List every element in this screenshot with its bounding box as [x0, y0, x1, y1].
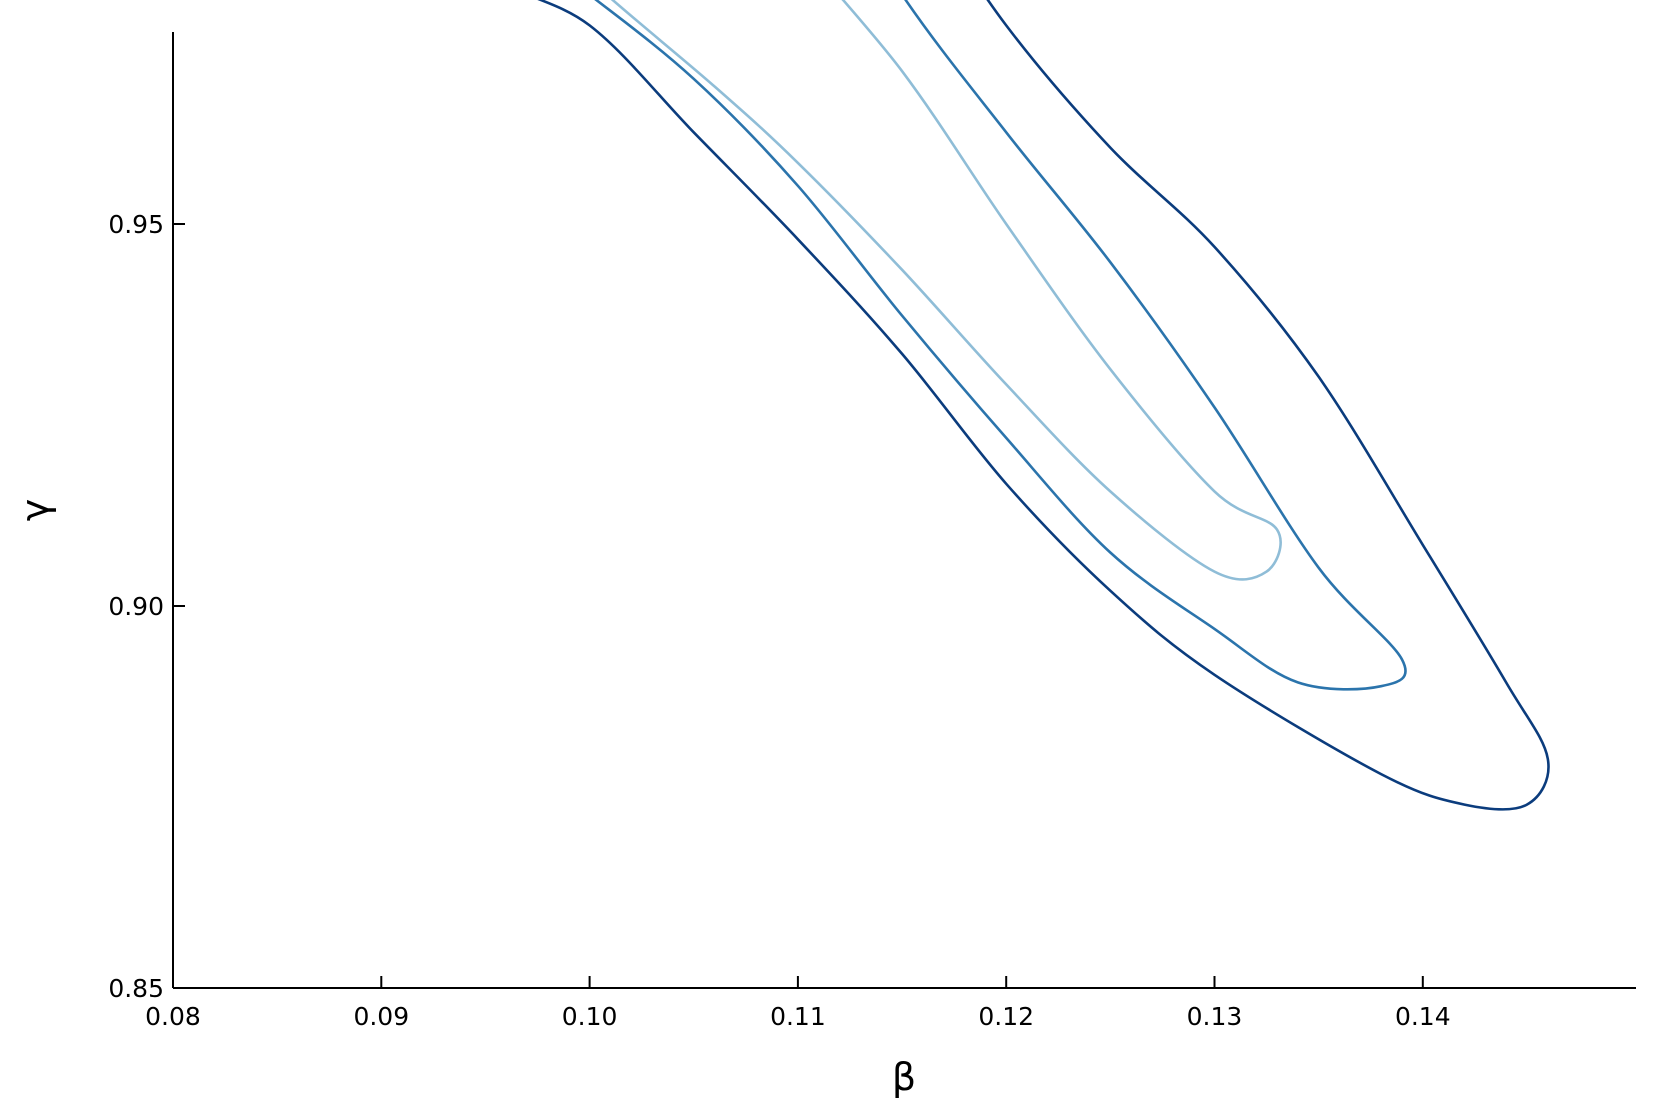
contour-lines: [537, 0, 1550, 811]
contour-level-3: [610, 0, 1282, 581]
axes: [172, 32, 1636, 989]
contour-level-2: [594, 0, 1407, 691]
x-tick-label: 0.14: [1395, 1002, 1451, 1031]
x-tick-label: 0.12: [978, 1002, 1034, 1031]
x-axis-label: β: [892, 1055, 916, 1099]
y-axis-label: γ: [13, 499, 57, 522]
x-tick-label: 0.08: [145, 1002, 201, 1031]
y-tick-label: 0.90: [108, 592, 164, 621]
x-tick-label: 0.13: [1187, 1002, 1243, 1031]
x-ticks: 0.08 0.09 0.10 0.11 0.12 0.13 0.14: [145, 976, 1451, 1031]
y-tick-label: 0.85: [108, 974, 164, 1003]
y-ticks: 0.850.900.951.001.05: [108, 210, 185, 1003]
x-tick-label: 0.10: [562, 1002, 618, 1031]
contour-level-1: [537, 0, 1550, 811]
x-tick-label: 0.09: [353, 1002, 409, 1031]
x-tick-label: 0.11: [770, 1002, 826, 1031]
y-tick-label: 0.95: [108, 210, 164, 239]
